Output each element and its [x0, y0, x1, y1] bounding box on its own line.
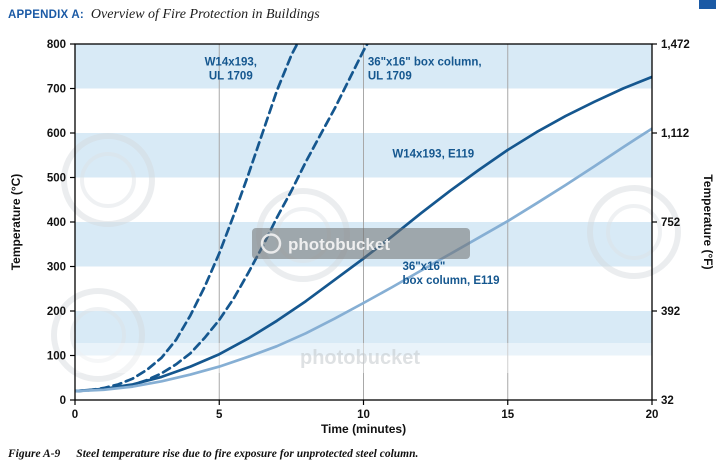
x-tick-label: 10	[357, 409, 370, 421]
watermark-circle	[587, 185, 681, 279]
watermark-circle	[70, 307, 126, 363]
watermark-logo-icon	[260, 233, 282, 254]
curve-label-line: box column, E119	[402, 275, 499, 287]
appendix-label: APPENDIX A:	[8, 9, 84, 21]
x-tick-label: 20	[646, 409, 659, 421]
temperature-chart: photobucketphotobucket010020030040050060…	[9, 39, 715, 436]
y-tick-label: 200	[47, 306, 66, 318]
series-curve-3	[75, 127, 652, 393]
curve-label-line: 36"x16" box column,	[368, 56, 482, 68]
series-curve-1	[75, 44, 369, 393]
page-corner-decoration	[699, 0, 716, 9]
curve-label-line: W14x193,	[205, 56, 257, 68]
watermark-circle	[80, 152, 136, 208]
x-tick-label: 5	[216, 409, 223, 421]
watermark-circle	[51, 288, 145, 382]
curve-label: 36"x16" box column, E119	[402, 261, 499, 287]
watermark-swirl	[587, 185, 681, 279]
watermark-circle	[606, 204, 662, 260]
series-curve-0	[75, 44, 299, 393]
x-tick-label: 0	[72, 409, 78, 421]
x-tick-label: 15	[501, 409, 514, 421]
y2-axis-title: Temperature (°F)	[701, 174, 715, 269]
figure-caption: Figure A-9 Steel temperature rise due to …	[0, 442, 719, 460]
curve-label-line: W14x193, E119	[392, 148, 474, 160]
y-tick-label: 300	[47, 262, 66, 274]
watermark-badge: photobucket	[252, 228, 470, 259]
y2-tick-label: 1,112	[661, 128, 689, 140]
y-tick-label: 700	[47, 84, 66, 96]
curve-label: W14x193, UL 1709	[205, 56, 257, 82]
y-tick-label: 0	[60, 395, 66, 407]
y2-tick-label: 32	[661, 395, 674, 407]
curve-label-line: UL 1709	[209, 70, 253, 82]
curve-label: W14x193, E119	[392, 148, 474, 160]
curve-label-line: 36"x16"	[402, 261, 445, 273]
y2-tick-label: 392	[661, 306, 680, 318]
y-axis-title: Temperature (°C)	[9, 174, 23, 271]
y-tick-label: 500	[47, 173, 66, 185]
watermark-swirl	[61, 133, 155, 227]
y2-tick-label: 752	[661, 217, 680, 229]
y-tick-label: 800	[47, 39, 66, 51]
watermark-badge-text: photobucket	[288, 235, 390, 254]
page-header: APPENDIX A: Overview of Fire Protection …	[0, 0, 719, 30]
figure-label: Figure A-9	[8, 448, 61, 460]
figure-caption-text: Steel temperature rise due to fire expos…	[76, 448, 419, 460]
y2-tick-label: 1,472	[661, 39, 690, 51]
x-axis-title: Time (minutes)	[321, 422, 406, 436]
curve-label: 36"x16" box column, UL 1709	[368, 56, 482, 82]
watermark-badge-bg	[252, 228, 470, 259]
y-tick-label: 400	[47, 217, 66, 229]
y-tick-label: 600	[47, 128, 66, 140]
watermark-circle	[61, 133, 155, 227]
watermark-text: photobucket	[300, 347, 420, 369]
watermark-swirl	[51, 288, 145, 382]
chart-area: photobucket photobucket 0 100 200 300 400 500 60…	[0, 30, 719, 442]
curve-label-line: UL 1709	[368, 70, 412, 82]
appendix-title: Overview of Fire Protection in Buildings	[90, 7, 320, 22]
y-tick-label: 100	[47, 351, 66, 363]
